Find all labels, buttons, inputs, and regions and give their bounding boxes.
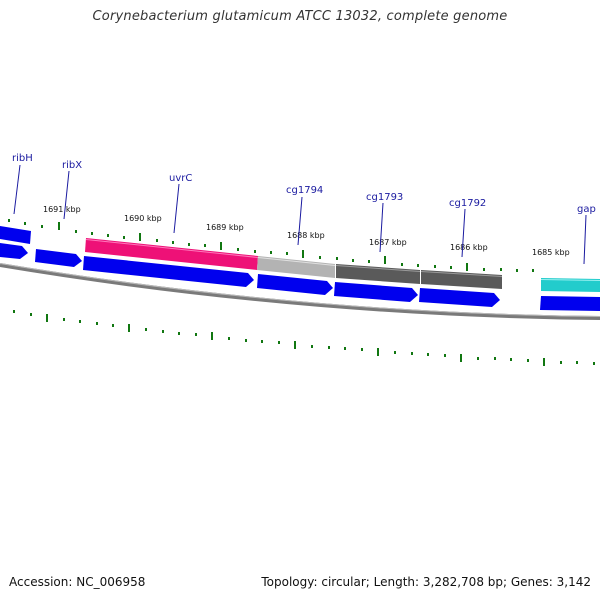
cds-arrow[interactable] — [83, 256, 254, 287]
major-tick — [139, 233, 141, 241]
major-tick — [128, 324, 130, 332]
cds-arrow[interactable] — [419, 288, 500, 307]
gene-leader-lines — [13, 164, 587, 265]
gene-ribH-upper[interactable] — [0, 226, 31, 244]
major-tick — [384, 256, 386, 264]
major-tick — [220, 242, 222, 250]
cds-arrow[interactable] — [540, 296, 600, 311]
gene-label-cg1792[interactable]: cg1792 — [449, 198, 486, 209]
gene-label-cg1793[interactable]: cg1793 — [366, 192, 403, 203]
cds-arrow[interactable] — [0, 243, 28, 259]
gene-labels: ribH ribX uvrC cg1794 cg1793 cg1792 gap — [12, 153, 596, 215]
kbp-label-1688: 1688 kbp — [287, 231, 325, 240]
kbp-label-1685: 1685 kbp — [532, 248, 570, 257]
major-tick — [466, 263, 468, 271]
backbone-arc — [0, 263, 600, 320]
gene-label-uvrC[interactable]: uvrC — [169, 173, 192, 184]
major-tick — [211, 332, 213, 340]
accession-text: Accession: NC_006958 — [9, 575, 146, 589]
major-tick — [543, 358, 545, 366]
gene-cg1794[interactable] — [257, 256, 335, 278]
gene-gap[interactable] — [541, 278, 600, 292]
kbp-label-1689: 1689 kbp — [206, 223, 244, 232]
lower-feature-track — [0, 243, 600, 311]
major-tick — [377, 348, 379, 356]
lower-tick-row — [13, 310, 595, 366]
genome-summary-text: Topology: circular; Length: 3,282,708 bp… — [261, 575, 591, 589]
upper-tick-row — [8, 219, 534, 272]
kbp-label-1691: 1691 kbp — [43, 205, 81, 214]
gene-uvrC[interactable] — [85, 238, 258, 270]
gene-cg1792[interactable] — [421, 270, 502, 289]
gene-label-gap[interactable]: gap — [577, 204, 596, 215]
upper-feature-track — [0, 226, 600, 292]
gene-cg1793[interactable] — [336, 264, 420, 284]
gene-label-ribX[interactable]: ribX — [62, 160, 82, 171]
major-tick — [58, 222, 60, 230]
major-tick — [46, 314, 48, 322]
backbone-arc-highlight — [0, 263, 600, 317]
major-tick — [302, 250, 304, 258]
kbp-label-1687: 1687 kbp — [369, 238, 407, 247]
kbp-label-1690: 1690 kbp — [124, 214, 162, 223]
cds-arrow[interactable] — [334, 282, 418, 302]
major-tick — [460, 354, 462, 362]
cds-arrow[interactable] — [257, 274, 333, 295]
cds-arrow[interactable] — [35, 249, 82, 267]
diagram-title: Corynebacterium glutamicum ATCC 13032, c… — [92, 9, 508, 24]
gene-label-ribH[interactable]: ribH — [12, 153, 33, 164]
major-tick — [294, 341, 296, 349]
kbp-label-1686: 1686 kbp — [450, 243, 488, 252]
kbp-labels: 1691 kbp 1690 kbp 1689 kbp 1688 kbp 1687… — [43, 205, 570, 257]
gene-label-cg1794[interactable]: cg1794 — [286, 185, 323, 196]
